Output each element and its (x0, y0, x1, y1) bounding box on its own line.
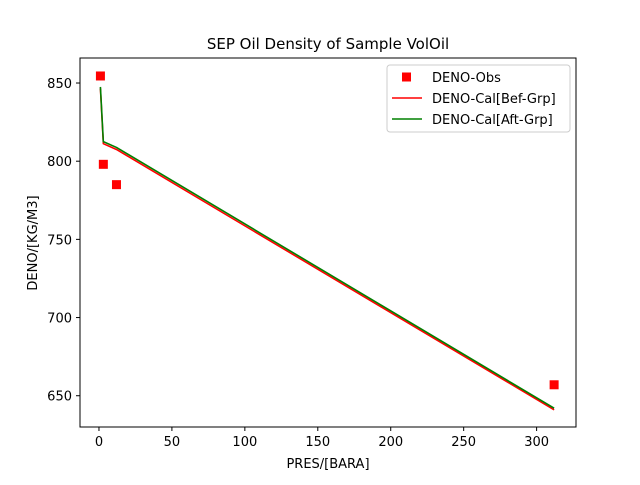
x-tick-label-100: 100 (232, 435, 257, 450)
obs-marker-0 (95, 71, 105, 81)
y-tick-label-800: 800 (47, 155, 72, 170)
obs-marker-1 (98, 159, 108, 169)
x-tick-label-300: 300 (524, 435, 549, 450)
x-tick-label-150: 150 (305, 435, 330, 450)
legend: DENO-Obs DENO-Cal[Bef-Grp] DENO-Cal[Aft-Gr… (386, 64, 571, 133)
plot-area (95, 71, 559, 411)
y-tick-label-650: 650 (47, 390, 72, 405)
axis-ticks: 0 50 100 150 200 250 300 650 700 750 800 850 (47, 77, 549, 450)
y-axis-label: DENO/[KG/M3] (26, 195, 41, 290)
legend-label-0: DENO-Obs (432, 71, 501, 86)
axes-frame (79, 57, 577, 428)
x-tick-label-0: 0 (95, 435, 103, 450)
obs-marker-3 (549, 380, 559, 390)
y-tick-label-750: 750 (47, 233, 72, 248)
x-tick-label-250: 250 (451, 435, 476, 450)
y-tick-label-850: 850 (47, 77, 72, 92)
chart-title: SEP Oil Density of Sample VolOil (207, 35, 449, 53)
x-tick-label-50: 50 (164, 435, 181, 450)
series-line-2 (99, 86, 555, 409)
y-tick-label-700: 700 (47, 312, 72, 327)
legend-swatch-0 (402, 72, 411, 82)
x-tick-label-200: 200 (378, 435, 403, 450)
legend-frame (386, 64, 571, 133)
legend-label-1: DENO-Cal[Bef-Grp] (432, 92, 556, 107)
obs-marker-2 (111, 180, 121, 190)
legend-label-2: DENO-Cal[Aft-Grp] (432, 113, 553, 128)
x-axis-label: PRES/[BARA] (286, 457, 369, 472)
